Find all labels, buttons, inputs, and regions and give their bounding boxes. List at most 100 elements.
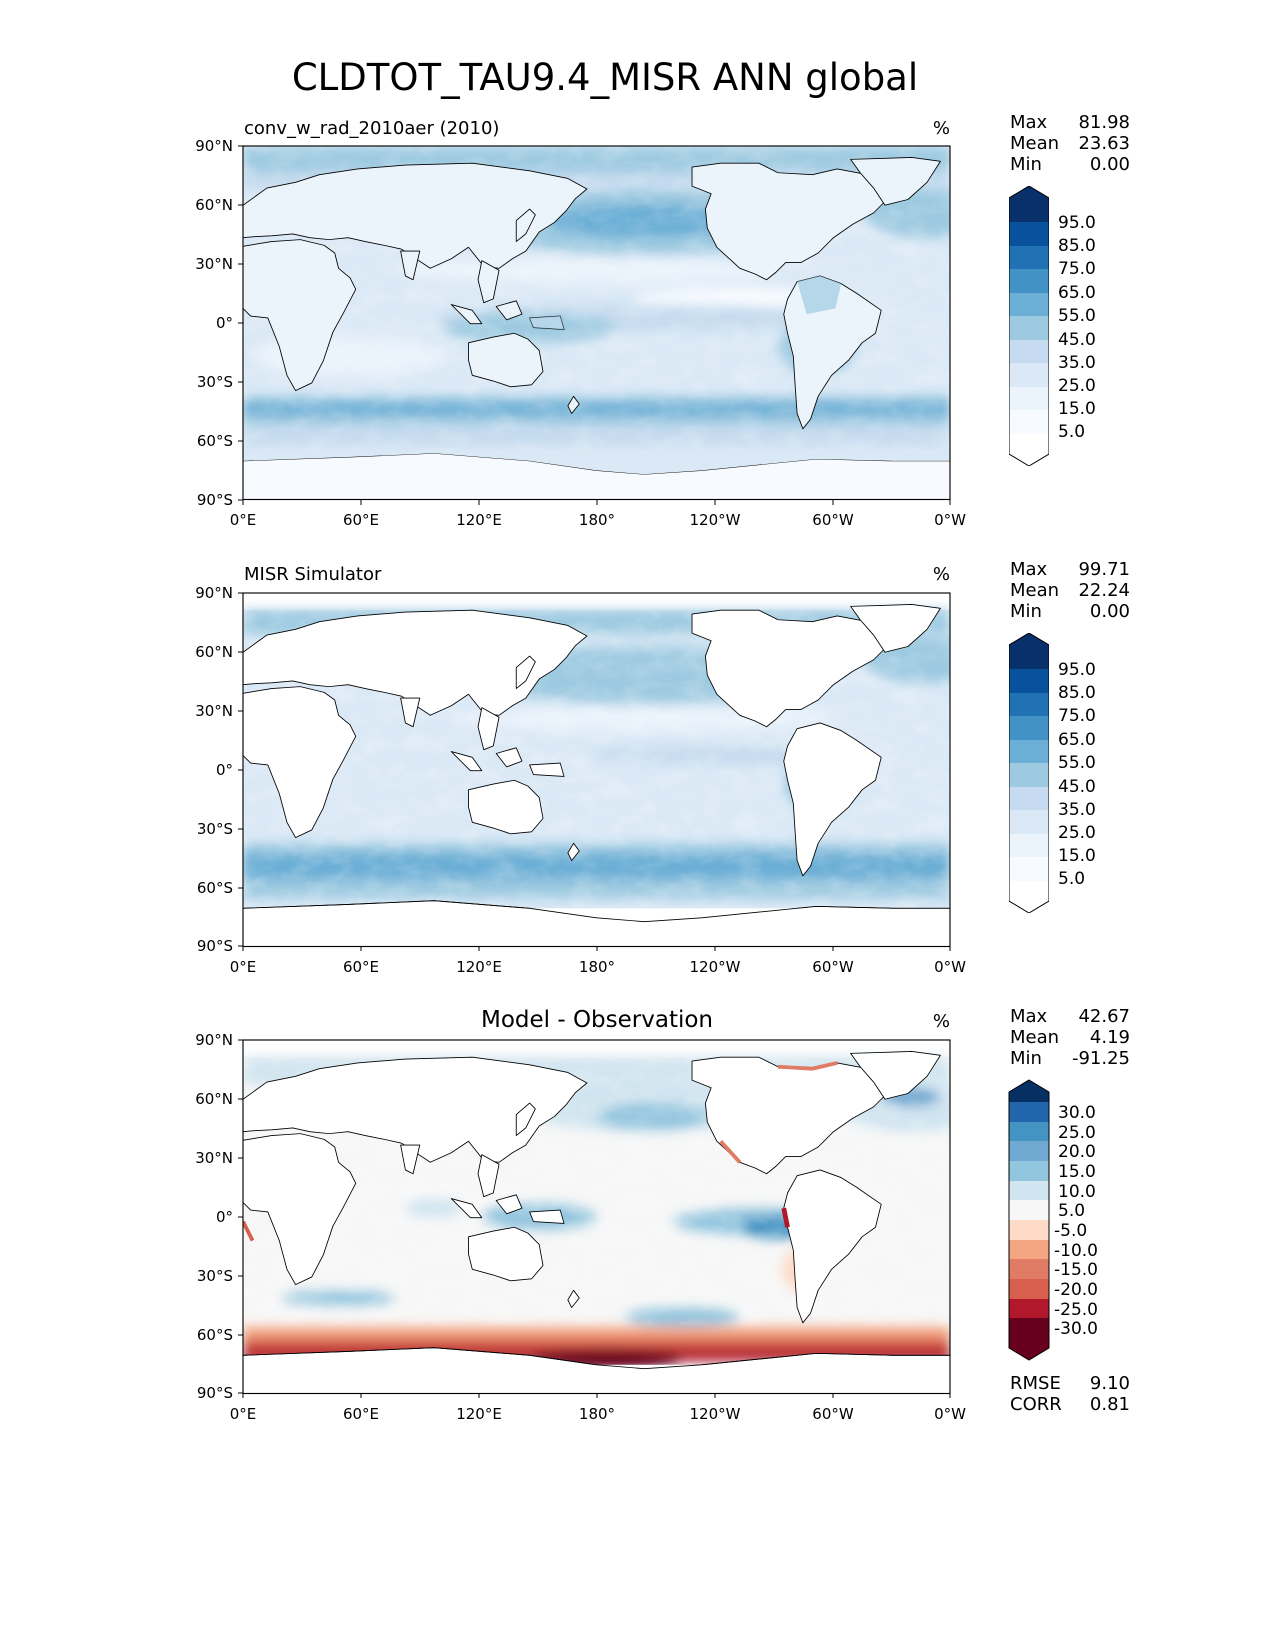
panel-diff-extra-stats: RMSE 9.10 CORR 0.81 bbox=[1010, 1373, 1130, 1415]
cbtick: 10.0 bbox=[1058, 1182, 1096, 1202]
cbtick: 25.0 bbox=[1058, 1123, 1096, 1143]
stat-max-value: 42.67 bbox=[1078, 1006, 1130, 1027]
panel-reference-units: % bbox=[933, 564, 950, 585]
stat-max-label: Max bbox=[1010, 559, 1048, 580]
cbtick: 45.0 bbox=[1058, 330, 1096, 350]
stat-min-label: Min bbox=[1010, 154, 1042, 175]
cbtick: 25.0 bbox=[1058, 823, 1096, 843]
cbtick: -20.0 bbox=[1054, 1280, 1098, 1300]
stat-max-value: 81.98 bbox=[1078, 112, 1130, 133]
cbtick: 85.0 bbox=[1058, 236, 1096, 256]
cbtick: 15.0 bbox=[1058, 846, 1096, 866]
ytick-90s: 90°S bbox=[197, 937, 233, 955]
panel-diff: Model - Observation % bbox=[195, 1006, 1130, 1423]
xtick-60w: 60°W bbox=[812, 958, 854, 976]
xtick-60e: 60°E bbox=[343, 1405, 379, 1423]
panel-diff-stats: Max 42.67 Mean 4.19 Min -91.25 bbox=[1010, 1006, 1130, 1069]
xtick-0w: 0°W bbox=[934, 511, 966, 529]
xtick-0e: 0°E bbox=[230, 511, 257, 529]
cbtick: -30.0 bbox=[1054, 1319, 1098, 1339]
ytick-90n: 90°N bbox=[195, 137, 233, 155]
cbtick: 75.0 bbox=[1058, 259, 1096, 279]
stat-mean-label: Mean bbox=[1010, 133, 1059, 154]
ytick-90n: 90°N bbox=[195, 584, 233, 602]
xtick-180: 180° bbox=[579, 958, 615, 976]
panel-test-yticks: 90°N 60°N 30°N 0° 30°S 60°S 90°S bbox=[195, 137, 243, 509]
cbtick: 65.0 bbox=[1058, 730, 1096, 750]
xtick-180: 180° bbox=[579, 1405, 615, 1423]
panel-reference-title: MISR Simulator bbox=[244, 564, 382, 585]
cbtick: 95.0 bbox=[1058, 213, 1096, 233]
stat-rmse-label: RMSE bbox=[1010, 1373, 1061, 1394]
stat-min-value: 0.00 bbox=[1090, 154, 1130, 175]
cbtick: 30.0 bbox=[1058, 1103, 1096, 1123]
ytick-90s: 90°S bbox=[197, 1384, 233, 1402]
xtick-60e: 60°E bbox=[343, 511, 379, 529]
cbtick: 15.0 bbox=[1058, 1162, 1096, 1182]
cbtick: 65.0 bbox=[1058, 283, 1096, 303]
stat-max-value: 99.71 bbox=[1078, 559, 1130, 580]
xtick-120w: 120°W bbox=[690, 1405, 741, 1423]
xtick-60w: 60°W bbox=[812, 511, 854, 529]
panel-diff-units: % bbox=[933, 1011, 950, 1032]
ytick-30s: 30°S bbox=[197, 1267, 233, 1285]
xtick-120w: 120°W bbox=[690, 958, 741, 976]
stat-rmse-value: 9.10 bbox=[1090, 1373, 1130, 1394]
panel-diff-title: Model - Observation bbox=[481, 1007, 713, 1033]
cbtick: 45.0 bbox=[1058, 777, 1096, 797]
figure-title: CLDTOT_TAU9.4_MISR ANN global bbox=[292, 56, 918, 99]
xtick-120e: 120°E bbox=[456, 958, 502, 976]
stat-min-value: 0.00 bbox=[1090, 601, 1130, 622]
stat-mean-value: 22.24 bbox=[1078, 580, 1130, 601]
cbtick: 55.0 bbox=[1058, 753, 1096, 773]
ytick-60s: 60°S bbox=[197, 432, 233, 450]
cbtick: -25.0 bbox=[1054, 1300, 1098, 1320]
cbtick: 95.0 bbox=[1058, 660, 1096, 680]
ytick-60s: 60°S bbox=[197, 879, 233, 897]
stat-min-label: Min bbox=[1010, 601, 1042, 622]
panel-diff-yticks: 90°N 60°N 30°N 0° 30°S 60°S 90°S bbox=[195, 1031, 243, 1402]
ytick-30n: 30°N bbox=[195, 1149, 233, 1167]
ytick-30n: 30°N bbox=[195, 255, 233, 273]
panel-test-stats: Max 81.98 Mean 23.63 Min 0.00 bbox=[1010, 112, 1130, 175]
panel-reference-yticks: 90°N 60°N 30°N 0° 30°S 60°S 90°S bbox=[195, 584, 243, 955]
ytick-90s: 90°S bbox=[197, 491, 233, 509]
ytick-60n: 60°N bbox=[195, 643, 233, 661]
panel-reference-map bbox=[242, 592, 951, 948]
ytick-60s: 60°S bbox=[197, 1326, 233, 1344]
stat-mean-label: Mean bbox=[1010, 580, 1059, 601]
cbtick: 15.0 bbox=[1058, 399, 1096, 419]
cbtick: 5.0 bbox=[1058, 1201, 1085, 1221]
xtick-180: 180° bbox=[579, 511, 615, 529]
xtick-0w: 0°W bbox=[934, 958, 966, 976]
stat-max-label: Max bbox=[1010, 1006, 1048, 1027]
xtick-0e: 0°E bbox=[230, 958, 257, 976]
ytick-0: 0° bbox=[216, 314, 233, 332]
xtick-60w: 60°W bbox=[812, 1405, 854, 1423]
panel-test-title: conv_w_rad_2010aer (2010) bbox=[244, 118, 499, 139]
panel-test-units: % bbox=[933, 118, 950, 139]
cbtick: -15.0 bbox=[1054, 1260, 1098, 1280]
xtick-120e: 120°E bbox=[456, 511, 502, 529]
xtick-0w: 0°W bbox=[934, 1405, 966, 1423]
ytick-0: 0° bbox=[216, 761, 233, 779]
stat-min-label: Min bbox=[1010, 1048, 1042, 1069]
xtick-120w: 120°W bbox=[690, 511, 741, 529]
cbtick: -5.0 bbox=[1054, 1221, 1087, 1241]
xtick-120e: 120°E bbox=[456, 1405, 502, 1423]
ytick-60n: 60°N bbox=[195, 196, 233, 214]
panel-diff-xticks: 0°E 60°E 120°E 180° 120°W 60°W 0°W bbox=[230, 1393, 966, 1423]
stat-mean-value: 4.19 bbox=[1090, 1027, 1130, 1048]
stat-max-label: Max bbox=[1010, 112, 1048, 133]
cbtick: 35.0 bbox=[1058, 353, 1096, 373]
stat-min-value: -91.25 bbox=[1072, 1048, 1130, 1069]
panel-test-xticks: 0°E 60°E 120°E 180° 120°W 60°W 0°W bbox=[230, 500, 966, 529]
cbtick: 75.0 bbox=[1058, 706, 1096, 726]
panel-reference-stats: Max 99.71 Mean 22.24 Min 0.00 bbox=[1010, 559, 1130, 622]
xtick-60e: 60°E bbox=[343, 958, 379, 976]
panel-reference: MISR Simulator % bbox=[195, 559, 1130, 976]
xtick-0e: 0°E bbox=[230, 1405, 257, 1423]
panel-test-map bbox=[242, 145, 951, 501]
panel-test-colorbar: 95.0 85.0 75.0 65.0 55.0 45.0 35.0 25.0 … bbox=[1009, 186, 1096, 466]
ytick-0: 0° bbox=[216, 1208, 233, 1226]
